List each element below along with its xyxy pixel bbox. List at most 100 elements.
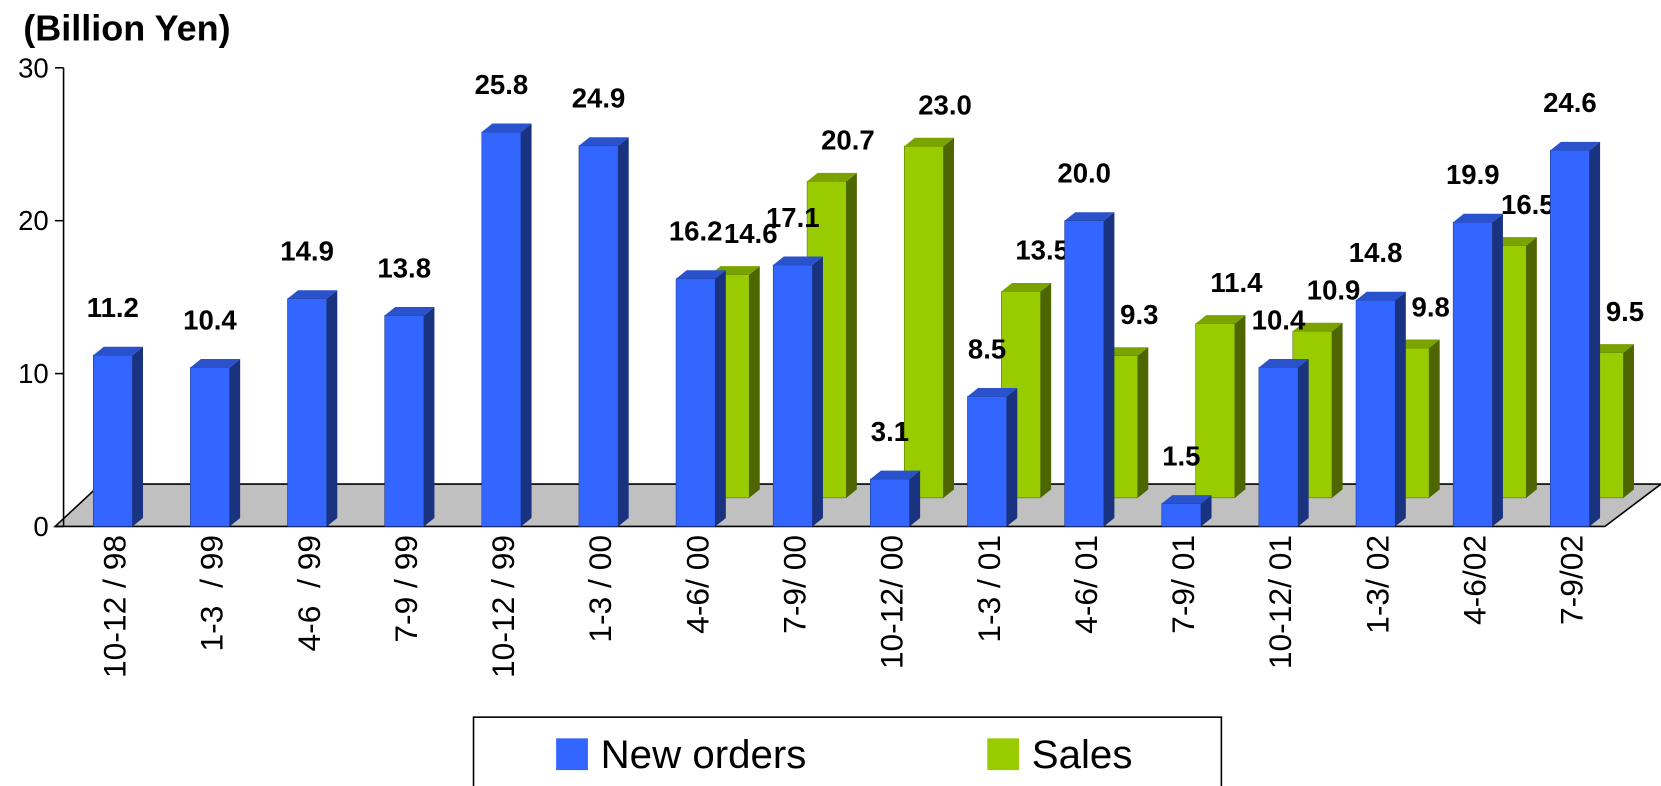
bar-side: [1234, 315, 1246, 498]
y-tick-label: 20: [18, 205, 49, 236]
bar-top: [1258, 358, 1309, 368]
bar-side: [132, 346, 144, 527]
bar-front: [287, 298, 327, 527]
bar-top: [807, 172, 857, 182]
bar-front: [1161, 503, 1202, 527]
y-tick-label: 10: [18, 358, 49, 389]
value-label: 11.2: [87, 292, 139, 323]
bar-front: [675, 278, 716, 527]
value-label: 14.6: [724, 218, 778, 249]
bar-top: [967, 388, 1018, 397]
x-tick-label: 1-3 / 99: [194, 535, 230, 652]
bar-front: [967, 396, 1007, 527]
bar-front: [384, 315, 425, 527]
bar: [481, 123, 532, 527]
x-tick-label: 10-12 / 98: [97, 535, 133, 678]
legend-label: New orders: [601, 732, 807, 777]
value-label: 16.5: [1501, 189, 1555, 220]
value-label: 14.8: [1349, 237, 1403, 268]
bar-top: [1453, 213, 1503, 223]
bar-side: [1589, 141, 1601, 527]
value-label: 20.7: [821, 125, 875, 156]
bar-side: [812, 256, 823, 527]
legend-swatch: [987, 738, 1020, 771]
bar-top: [904, 137, 955, 147]
value-label: 9.3: [1120, 299, 1158, 330]
bar-top: [773, 256, 823, 266]
bar-side: [423, 307, 435, 527]
value-label: 3.1: [871, 416, 909, 447]
bar-front: [481, 131, 522, 527]
value-label: 13.5: [1015, 235, 1069, 266]
value-label: 14.9: [280, 236, 334, 267]
bar-top: [1161, 495, 1212, 504]
y-tick-label: 30: [18, 52, 49, 83]
bar-front: [578, 145, 619, 527]
value-label: 10.4: [183, 304, 237, 335]
value-label: 9.5: [1606, 296, 1644, 327]
bar: [1550, 141, 1601, 527]
bar-top: [676, 270, 726, 279]
bar-front: [92, 354, 133, 527]
bar-side: [1492, 213, 1503, 527]
legend-label: Sales: [1032, 732, 1133, 777]
bar: [1195, 315, 1246, 499]
legend-box: [472, 716, 1223, 786]
legend-swatch: [556, 738, 588, 771]
x-tick-label: 1-3 / 00: [582, 535, 618, 643]
bar: [1355, 291, 1406, 527]
x-tick-label: 4-6 / 99: [291, 535, 327, 652]
value-label: 8.5: [968, 333, 1006, 364]
bar-top: [287, 290, 338, 299]
bar-side: [1526, 237, 1537, 498]
bar-side: [749, 266, 760, 498]
bar-front: [772, 264, 813, 527]
bar-side: [1331, 322, 1343, 498]
bar: [903, 137, 955, 499]
bar-side: [1395, 291, 1406, 527]
bar: [1161, 495, 1212, 527]
x-tick-label: 10-12/ 00: [874, 535, 910, 669]
value-label: 17.1: [766, 202, 820, 233]
value-label: 13.8: [377, 252, 431, 283]
bar-side: [1006, 388, 1018, 527]
y-tick-label: 0: [33, 511, 48, 542]
bar-top: [1550, 141, 1601, 151]
bar-top: [93, 346, 144, 356]
value-label: 24.6: [1543, 87, 1597, 118]
bar: [772, 256, 823, 527]
bar-side: [846, 172, 857, 498]
x-tick-label: 1-3 / 01: [971, 535, 1007, 643]
bar: [967, 388, 1018, 527]
bar-side: [1103, 212, 1115, 527]
bar-front: [870, 478, 910, 527]
value-label: 11.4: [1210, 267, 1263, 298]
bar-side: [229, 358, 241, 527]
bar-side: [1040, 282, 1052, 498]
x-tick-label: 4-6/ 01: [1068, 535, 1104, 634]
value-label: 24.9: [572, 83, 626, 114]
bar-top: [1195, 315, 1246, 324]
bar-front: [903, 145, 944, 499]
bar-side: [1429, 339, 1440, 498]
bar: [1064, 212, 1115, 527]
bar-side: [520, 123, 532, 527]
bar-top: [1292, 322, 1343, 332]
bar-side: [909, 470, 921, 527]
bar-top: [870, 470, 921, 480]
bar: [384, 307, 435, 527]
bar-top: [481, 123, 532, 133]
value-label: 10.9: [1307, 274, 1361, 305]
bar-side: [1137, 347, 1149, 498]
value-label: 10.4: [1252, 304, 1306, 335]
bar-front: [1195, 323, 1236, 499]
bar: [190, 358, 241, 527]
bar: [578, 137, 629, 527]
value-label: 19.9: [1446, 159, 1500, 190]
bar-side: [326, 290, 338, 527]
bar-side: [1298, 358, 1309, 527]
value-label: 1.5: [1162, 440, 1200, 471]
bar-side: [618, 137, 629, 527]
bar-top: [190, 358, 241, 368]
